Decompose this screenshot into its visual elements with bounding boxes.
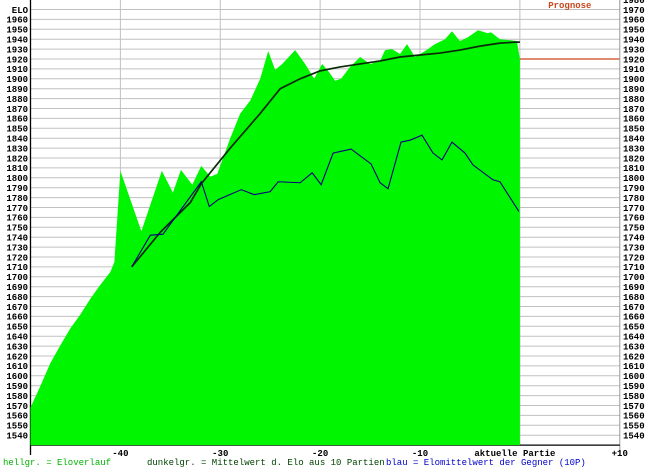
svg-text:1620: 1620	[6, 352, 28, 362]
svg-text:1870: 1870	[6, 105, 28, 115]
svg-text:1730: 1730	[623, 243, 645, 253]
svg-text:1940: 1940	[623, 35, 645, 45]
svg-text:1680: 1680	[6, 293, 28, 303]
svg-text:1850: 1850	[623, 125, 645, 135]
svg-text:1940: 1940	[6, 35, 28, 45]
svg-text:1580: 1580	[6, 392, 28, 402]
svg-text:1960: 1960	[6, 16, 28, 26]
svg-text:1630: 1630	[6, 342, 28, 352]
svg-text:1650: 1650	[623, 323, 645, 333]
svg-text:1750: 1750	[6, 224, 28, 234]
svg-text:1710: 1710	[623, 263, 645, 273]
svg-text:+10: +10	[612, 449, 628, 459]
svg-text:1800: 1800	[6, 174, 28, 184]
svg-text:1860: 1860	[623, 115, 645, 125]
svg-text:1730: 1730	[6, 243, 28, 253]
svg-text:1890: 1890	[6, 85, 28, 95]
svg-text:1640: 1640	[623, 332, 645, 342]
svg-text:1640: 1640	[6, 332, 28, 342]
svg-text:1760: 1760	[623, 214, 645, 224]
svg-text:1790: 1790	[6, 184, 28, 194]
svg-text:1840: 1840	[6, 134, 28, 144]
svg-text:1720: 1720	[6, 253, 28, 263]
svg-text:1830: 1830	[623, 144, 645, 154]
svg-text:1760: 1760	[6, 214, 28, 224]
svg-text:1830: 1830	[6, 144, 28, 154]
svg-text:1770: 1770	[6, 204, 28, 214]
svg-text:1810: 1810	[623, 164, 645, 174]
svg-text:1810: 1810	[6, 164, 28, 174]
svg-text:ELO: ELO	[12, 6, 29, 16]
svg-text:1920: 1920	[623, 55, 645, 65]
svg-text:1780: 1780	[6, 194, 28, 204]
svg-text:1930: 1930	[623, 45, 645, 55]
svg-text:1680: 1680	[623, 293, 645, 303]
svg-text:1890: 1890	[623, 85, 645, 95]
svg-text:1570: 1570	[6, 402, 28, 412]
svg-text:1770: 1770	[623, 204, 645, 214]
svg-text:1670: 1670	[6, 303, 28, 313]
svg-text:1740: 1740	[623, 233, 645, 243]
svg-text:1550: 1550	[6, 422, 28, 432]
svg-text:1950: 1950	[6, 26, 28, 36]
svg-text:1950: 1950	[623, 26, 645, 36]
svg-text:1880: 1880	[6, 95, 28, 105]
svg-text:1790: 1790	[623, 184, 645, 194]
svg-text:1740: 1740	[6, 233, 28, 243]
svg-text:1560: 1560	[6, 412, 28, 422]
svg-text:1670: 1670	[623, 303, 645, 313]
svg-text:1600: 1600	[6, 372, 28, 382]
svg-text:1610: 1610	[623, 362, 645, 372]
svg-text:1800: 1800	[623, 174, 645, 184]
svg-text:1590: 1590	[6, 382, 28, 392]
svg-text:1910: 1910	[623, 65, 645, 75]
svg-text:1750: 1750	[623, 224, 645, 234]
svg-text:1930: 1930	[6, 45, 28, 55]
svg-text:1620: 1620	[623, 352, 645, 362]
svg-text:1720: 1720	[623, 253, 645, 263]
svg-text:1870: 1870	[623, 105, 645, 115]
svg-text:1610: 1610	[6, 362, 28, 372]
svg-text:1840: 1840	[623, 134, 645, 144]
svg-text:1710: 1710	[6, 263, 28, 273]
svg-text:1860: 1860	[6, 115, 28, 125]
svg-text:1970: 1970	[623, 6, 645, 16]
svg-text:1660: 1660	[6, 313, 28, 323]
svg-text:1900: 1900	[623, 75, 645, 85]
svg-text:-40: -40	[112, 449, 128, 459]
svg-text:1650: 1650	[6, 323, 28, 333]
svg-text:1600: 1600	[623, 372, 645, 382]
svg-text:1660: 1660	[623, 313, 645, 323]
svg-text:1540: 1540	[6, 431, 28, 441]
svg-text:1570: 1570	[623, 402, 645, 412]
svg-text:1780: 1780	[623, 194, 645, 204]
svg-text:1820: 1820	[6, 154, 28, 164]
svg-text:1900: 1900	[6, 75, 28, 85]
svg-text:1560: 1560	[623, 412, 645, 422]
svg-text:1690: 1690	[623, 283, 645, 293]
svg-text:1590: 1590	[623, 382, 645, 392]
svg-text:1580: 1580	[623, 392, 645, 402]
svg-text:1700: 1700	[623, 273, 645, 283]
svg-text:1820: 1820	[623, 154, 645, 164]
svg-text:Prognose: Prognose	[548, 1, 591, 11]
svg-text:1550: 1550	[623, 422, 645, 432]
svg-text:1540: 1540	[623, 431, 645, 441]
svg-text:1920: 1920	[6, 55, 28, 65]
svg-text:1880: 1880	[623, 95, 645, 105]
svg-text:1910: 1910	[6, 65, 28, 75]
svg-text:1630: 1630	[623, 342, 645, 352]
svg-text:1960: 1960	[623, 16, 645, 26]
svg-text:1690: 1690	[6, 283, 28, 293]
svg-text:1700: 1700	[6, 273, 28, 283]
svg-text:1850: 1850	[6, 125, 28, 135]
